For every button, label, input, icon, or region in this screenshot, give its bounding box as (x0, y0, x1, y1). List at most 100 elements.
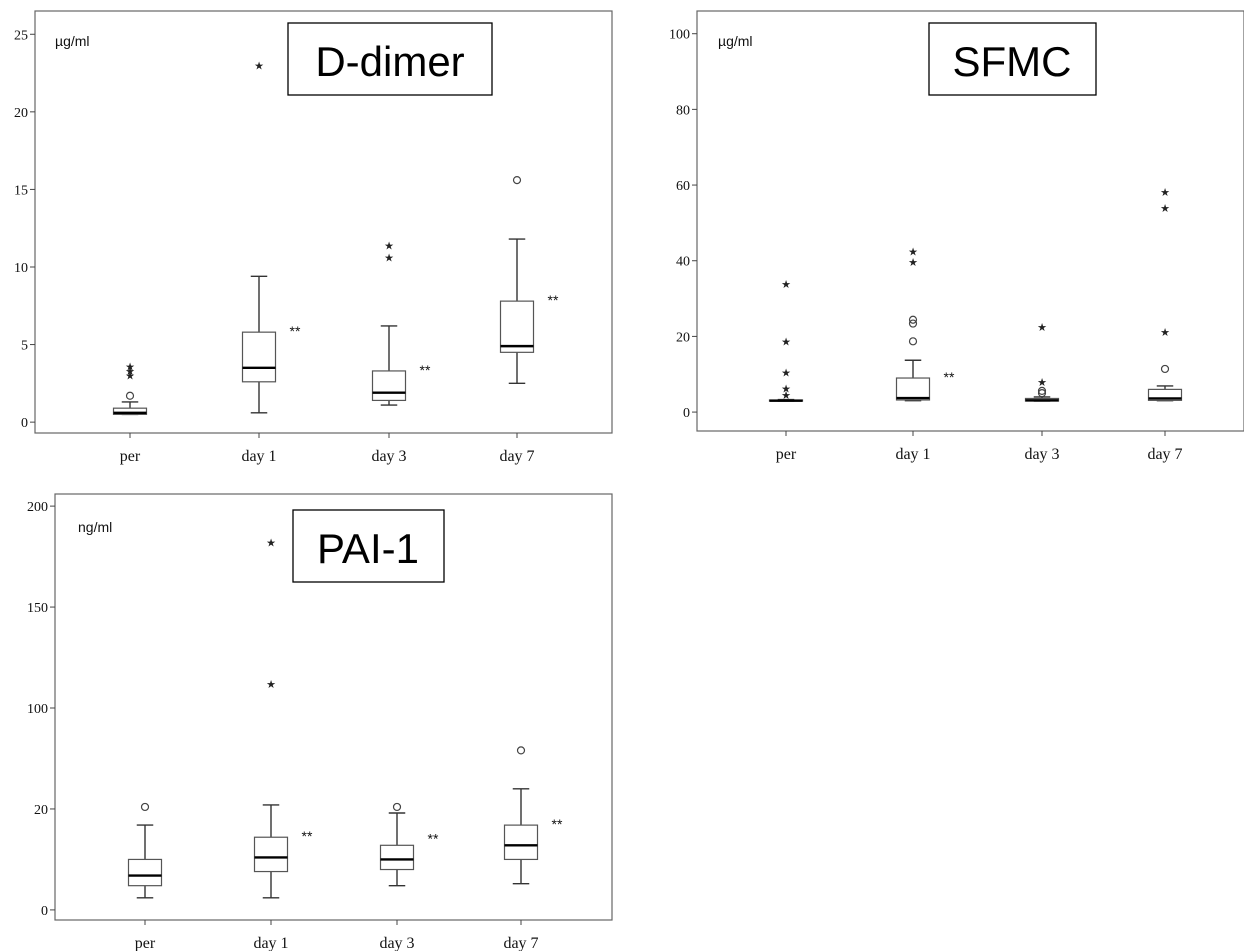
outlier-point (908, 319, 918, 328)
title-box (292, 509, 445, 583)
x-tick-label: day 7 (503, 935, 538, 951)
extreme-point: ★ (1160, 202, 1170, 215)
extreme-point: ★ (1037, 376, 1047, 389)
y-tick-label: 20 (14, 106, 28, 121)
extreme-point: ★ (781, 389, 791, 402)
x-tick-label: day 1 (895, 446, 930, 463)
extreme-point: ★ (125, 360, 135, 373)
unit-label: ng/ml (78, 519, 112, 535)
extreme-point: ★ (266, 678, 276, 691)
plot-frame (34, 10, 613, 434)
significance-marker: ** (548, 292, 559, 308)
significance-marker: ** (290, 323, 301, 339)
extreme-point: ★ (908, 245, 918, 258)
chart-sfmc: 0 20 40 60 80 100 per day 1 day 3 day 7 µg/ml SFMC ★… (669, 10, 1244, 463)
outlier-point (908, 337, 918, 346)
extreme-point: ★ (125, 365, 135, 378)
box-day-7: ** (503, 746, 563, 885)
plot-frame (54, 493, 613, 921)
outlier-point (1037, 386, 1047, 395)
y-tick-label: 20 (676, 330, 690, 345)
box-day-1: ★★ ** (895, 245, 955, 402)
y-tick-label: 25 (14, 28, 28, 43)
extreme-point: ★ (781, 366, 791, 379)
extreme-point: ★ (781, 335, 791, 348)
y-tick-label: 100 (27, 702, 48, 717)
x-tick-label: day 3 (371, 448, 406, 465)
box-day-3: ★★ (1024, 321, 1060, 402)
iqr-box (253, 836, 289, 873)
box-per: ★★★★★ (768, 278, 804, 402)
y-tick-label: 0 (21, 416, 28, 431)
box-day-7: ★ ★ ★ (1147, 186, 1183, 402)
x-tick-label: day 3 (379, 935, 414, 951)
extreme-point: ★ (1160, 326, 1170, 339)
significance-marker: ** (944, 369, 955, 385)
box-day-1: ★ ★ ** (253, 536, 313, 899)
x-tick-label: per (135, 935, 156, 951)
extreme-point: ★ (384, 239, 394, 252)
title-box (287, 22, 493, 96)
significance-marker: ** (302, 828, 313, 844)
iqr-box (371, 370, 407, 402)
extreme-point: ★ (1037, 321, 1047, 334)
significance-marker: ** (428, 830, 439, 846)
significance-marker: ** (420, 362, 431, 378)
extreme-point: ★ (1160, 186, 1170, 199)
chart-d-dimer: 0 5 10 15 20 25 per day 1 day 3 day 7 µg/ml D-dimer… (14, 10, 613, 465)
outlier-point (1160, 364, 1170, 374)
y-tick-label: 80 (676, 103, 690, 118)
y-tick-label: 100 (669, 28, 690, 43)
extreme-point: ★ (908, 256, 918, 269)
y-tick-label: 60 (676, 179, 690, 194)
significance-marker: ** (552, 816, 563, 832)
box-day-7: ** (499, 176, 559, 385)
x-tick-label: day 7 (499, 448, 534, 465)
outlier-point (516, 746, 526, 755)
outlier-point (512, 176, 522, 185)
extreme-point: ★ (125, 370, 135, 383)
box-per: ★★★ (112, 360, 148, 416)
iqr-box (112, 407, 148, 415)
y-tick-label: 5 (21, 339, 28, 354)
iqr-box (379, 844, 415, 871)
y-tick-label: 40 (676, 255, 690, 270)
chart-title: PAI-1 (317, 525, 419, 572)
y-tick-label: 15 (14, 183, 28, 198)
outlier-point (908, 315, 918, 324)
outlier-point (140, 802, 150, 812)
iqr-box (499, 300, 535, 353)
box-per (127, 802, 163, 899)
chart-title: D-dimer (315, 38, 464, 85)
x-tick-label: day 3 (1024, 446, 1059, 463)
box-day-3: ★★ ** (371, 239, 431, 406)
extreme-point: ★ (781, 383, 791, 396)
chart-title: SFMC (953, 38, 1072, 85)
x-tick-label: per (120, 448, 141, 465)
extreme-point: ★ (254, 59, 264, 72)
x-tick-label: day 7 (1147, 446, 1182, 463)
iqr-box (503, 824, 539, 861)
extreme-point: ★ (266, 536, 276, 549)
unit-label: µg/ml (718, 33, 753, 49)
box-day-3: ** (379, 802, 439, 887)
extreme-point: ★ (384, 252, 394, 265)
x-tick-label: day 1 (241, 448, 276, 465)
chart-pai-1: 0 20 100 150 200 per day 1 day 3 day 7 ng/ml PAI-1… (27, 493, 613, 951)
y-tick-label: 150 (27, 601, 48, 616)
outlier-point (125, 391, 135, 400)
outlier-point (392, 802, 402, 812)
y-tick-label: 0 (41, 904, 48, 919)
iqr-box (127, 858, 163, 887)
y-tick-label: 20 (34, 803, 48, 818)
unit-label: µg/ml (55, 33, 90, 49)
y-tick-label: 10 (14, 261, 28, 276)
x-tick-label: day 1 (253, 935, 288, 951)
iqr-box (241, 331, 277, 383)
plot-frame (696, 10, 1244, 432)
iqr-box (895, 377, 931, 401)
box-day-1: ★ ** (241, 59, 301, 414)
outlier-point (1037, 389, 1047, 398)
y-tick-label: 0 (683, 406, 690, 421)
